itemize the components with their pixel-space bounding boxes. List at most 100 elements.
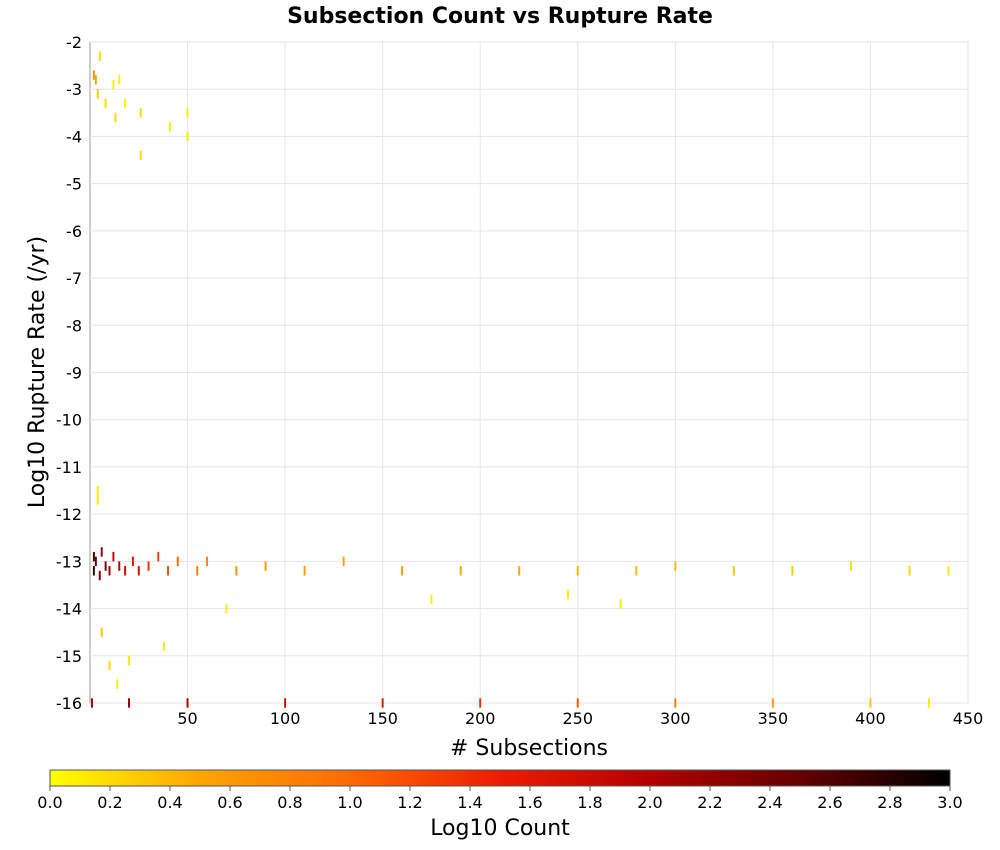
colorbar	[49, 769, 951, 787]
heatmap-cell	[928, 698, 930, 708]
heatmap-cell	[947, 566, 950, 576]
colorbar-tick-label: 2.0	[637, 793, 662, 812]
heatmap-cell	[108, 660, 111, 670]
heatmap-cell	[635, 566, 638, 576]
heatmap-cell	[264, 561, 267, 571]
heatmap-cell	[479, 698, 482, 708]
heatmap-cell	[791, 566, 794, 576]
y-tick-label: -11	[56, 458, 82, 477]
heatmap-cell	[196, 566, 199, 576]
heatmap-cell	[128, 655, 130, 666]
heatmap-cell	[98, 51, 101, 61]
heatmap-cell	[284, 698, 287, 708]
heatmap-cell	[108, 566, 111, 576]
heatmap-cell	[124, 566, 127, 576]
colorbar-ticks: 0.0 0.2 0.4 0.6 0.8 1.0 1.2 1.4 1.6 1.8 2.0 2.2 2.4 2…	[37, 786, 963, 812]
heatmap-cell	[137, 566, 140, 576]
y-tick-label: -15	[56, 647, 82, 666]
heatmap-cell	[381, 698, 384, 708]
heatmap-cell	[732, 566, 735, 576]
heatmap-cell	[92, 551, 95, 562]
colorbar-tick-label: 1.0	[337, 793, 362, 812]
x-axis-ticks: 50 100 150 200 250 300 350 400 450	[177, 709, 983, 728]
heatmap-cell	[342, 556, 345, 567]
heatmap-cell	[147, 561, 150, 571]
y-tick-label: -8	[66, 316, 82, 335]
heatmap-cell	[131, 556, 134, 567]
heatmap-cell	[619, 599, 622, 609]
heatmap-cell	[908, 566, 911, 576]
colorbar-tick-label: 1.4	[457, 793, 482, 812]
heatmap-cell	[104, 561, 107, 571]
x-tick-label: 100	[270, 709, 301, 728]
heatmap-cell	[235, 566, 238, 576]
heatmap-cell	[576, 698, 579, 708]
heatmap-cell	[163, 641, 166, 652]
heatmap-cell	[401, 566, 404, 576]
heatmap-cell	[112, 79, 115, 90]
colorbar-tick-label: 0.0	[37, 793, 62, 812]
heatmap-cell	[114, 112, 117, 123]
y-tick-label: -9	[66, 364, 82, 383]
heatmap-cell	[167, 566, 170, 576]
x-tick-label: 50	[177, 709, 197, 728]
heatmap-cell	[104, 98, 107, 109]
colorbar-tick-label: 3.0	[937, 793, 962, 812]
x-tick-label: 450	[953, 709, 984, 728]
heatmap-cell	[518, 566, 521, 576]
y-tick-label: -5	[66, 175, 82, 194]
y-tick-label: -7	[66, 269, 82, 288]
heatmap-cell	[124, 98, 127, 109]
heatmap-cell	[96, 495, 99, 505]
heatmap-cell	[92, 70, 95, 80]
y-tick-label: -4	[66, 127, 82, 146]
colorbar-tick-label: 0.4	[157, 793, 182, 812]
heatmap-cell	[118, 561, 121, 571]
heatmap-cell	[674, 698, 677, 708]
colorbar-tick-label: 1.6	[517, 793, 542, 812]
grid-lines	[90, 41, 969, 704]
heatmap-cell	[112, 551, 115, 562]
heatmap-cell	[169, 122, 171, 132]
colorbar-tick-label: 1.2	[397, 793, 422, 812]
heatmap-cell	[459, 566, 462, 576]
y-tick-label: -16	[56, 694, 82, 713]
y-tick-label: -14	[56, 600, 82, 619]
x-tick-label: 350	[758, 709, 789, 728]
colorbar-tick-label: 2.6	[817, 793, 842, 812]
heatmap-cell	[186, 698, 189, 708]
x-tick-label: 200	[465, 709, 496, 728]
colorbar-tick-label: 2.8	[877, 793, 902, 812]
y-axis-ticks: -2 -3 -4 -5 -6 -7 -8 -9 -10 -11 -12 -13 -14 -15 -16	[56, 33, 82, 713]
colorbar-tick-label: 2.4	[757, 793, 782, 812]
y-axis-label: Log10 Rupture Rate (/yr)	[25, 236, 50, 508]
colorbar-tick-label: 0.8	[277, 793, 302, 812]
y-tick-label: -3	[66, 80, 82, 99]
x-tick-label: 300	[660, 709, 691, 728]
x-axis-label: # Subsections	[450, 736, 608, 761]
heatmap-cell	[869, 698, 872, 708]
heatmap-cell	[674, 561, 677, 571]
x-tick-label: 150	[367, 709, 398, 728]
heatmap-cell	[92, 566, 95, 576]
colorbar-tick-label: 2.2	[697, 793, 722, 812]
heatmap-cell	[206, 556, 209, 567]
heatmap-cell	[100, 547, 103, 557]
heatmap-cell	[139, 150, 142, 161]
colorbar-tick-label: 0.2	[97, 793, 122, 812]
heatmap-cell	[303, 566, 306, 576]
colorbar-label: Log10 Count	[430, 816, 570, 841]
y-tick-label: -13	[56, 552, 82, 571]
heatmap-cell	[98, 570, 101, 581]
heatmap-cell	[94, 75, 97, 85]
heatmap-cell	[186, 108, 189, 118]
heatmap-cell	[225, 603, 228, 614]
heatmap-cell	[94, 556, 97, 567]
y-tick-label: -10	[56, 411, 82, 430]
x-tick-label: 250	[563, 709, 594, 728]
y-tick-label: -12	[56, 505, 82, 524]
heatmap-cell	[771, 698, 774, 708]
heatmap-cell	[849, 561, 852, 571]
heatmap-cell	[100, 627, 103, 637]
